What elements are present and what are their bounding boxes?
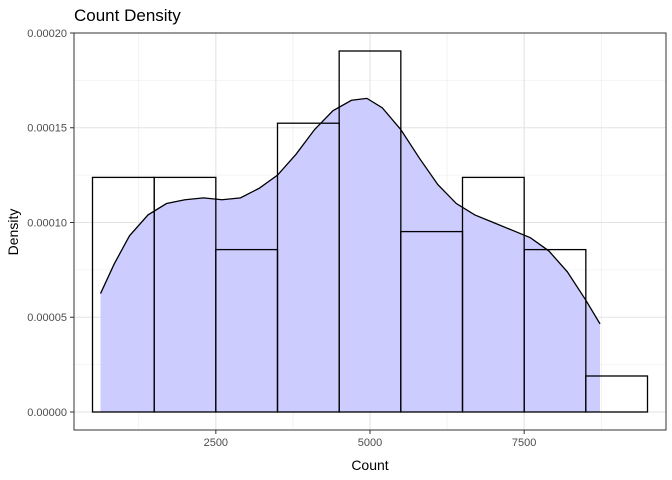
y-axis-title: Density [5,209,21,256]
axis-ticks: 0.00000 0.00005 0.00010 0.00015 0.00020 2500 5… [27,28,536,449]
y-tick-label: 0.00020 [27,28,67,40]
y-tick-label: 0.00005 [27,312,67,324]
histogram-bar [523,248,587,413]
y-tick-label: 0.00010 [27,217,67,229]
density-curve [99,97,601,325]
x-tick-label: 2500 [204,437,228,449]
histogram-bar [585,375,649,413]
chart-title: Count Density [74,6,181,25]
density-area [100,98,601,412]
x-axis-title: Count [351,457,388,473]
x-tick-label: 5000 [358,437,382,449]
y-tick-label: 0.00015 [27,123,67,135]
y-tick-label: 0.00000 [27,407,67,419]
histogram-bars [91,50,649,413]
x-tick-label: 7500 [512,437,536,449]
